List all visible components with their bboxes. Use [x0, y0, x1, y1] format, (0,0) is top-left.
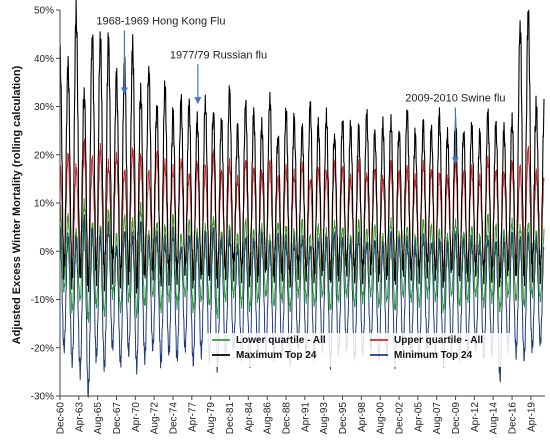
y-tick-label: -10% — [31, 295, 54, 306]
y-tick-label: 30% — [34, 102, 54, 113]
series-layer — [59, 0, 545, 398]
y-tick-label: -30% — [31, 392, 54, 403]
series-line-maximum-top-24 — [59, 0, 545, 294]
x-tick-label: Dec-02 — [395, 402, 406, 435]
annotation-label: 2009-2010 Swine flu — [405, 93, 505, 105]
x-tick-label: Aug-79 — [206, 402, 217, 435]
y-tick-label: -20% — [31, 343, 54, 354]
x-tick-label: Dec-81 — [225, 402, 236, 435]
annotations: 1968-1969 Hong Kong Flu 1977/79 Russian f… — [96, 15, 506, 165]
x-tick-label: Dec-95 — [338, 402, 349, 435]
y-tick-label: 40% — [34, 54, 54, 65]
legend: Lower quartile - All Upper quartile - All… — [205, 333, 510, 367]
series-line-upper-quartile-all — [59, 138, 545, 283]
y-tick-label: 10% — [34, 199, 54, 210]
x-tick-label: Apr-91 — [300, 402, 311, 432]
x-tick-label: Dec-60 — [56, 402, 67, 435]
x-tick-label: Aug-93 — [319, 402, 330, 435]
legend-background — [205, 333, 510, 367]
x-tick-label: Aug-72 — [150, 402, 161, 435]
x-tick-label: Apr-84 — [244, 402, 255, 432]
x-tick-label: Aug-07 — [432, 402, 443, 435]
x-tick-label: Apr-05 — [413, 402, 424, 432]
x-tick-label: Dec-09 — [451, 402, 462, 435]
x-tick-label: Apr-77 — [187, 402, 198, 432]
x-tick-label: Aug-86 — [263, 402, 274, 435]
y-axis-title: Adjusted Excess Winter Mortality (rollin… — [11, 65, 23, 344]
y-tick-label: 0% — [40, 247, 55, 258]
x-tick-label: Apr-63 — [74, 402, 85, 432]
legend-entry: Lower quartile - All — [236, 335, 326, 346]
series-line-lower-quartile-all — [59, 198, 545, 323]
x-tick-label: Dec-88 — [282, 402, 293, 435]
annotation-label: 1968-1969 Hong Kong Flu — [96, 15, 225, 27]
x-tick-label: Aug-00 — [376, 402, 387, 435]
y-tick-label: 20% — [34, 150, 54, 161]
annotation-arrowhead — [451, 157, 459, 165]
x-tick-label: Apr-12 — [470, 402, 481, 432]
legend-entry: Minimum Top 24 — [394, 350, 473, 361]
annotation-arrowhead — [120, 87, 128, 95]
legend-entry: Upper quartile - All — [394, 335, 483, 346]
annotation-label: 1977/79 Russian flu — [170, 49, 267, 61]
series-line-minimum-top-24 — [59, 214, 545, 398]
x-tick-label: Apr-19 — [526, 402, 537, 432]
y-axis-label: Adjusted Excess Winter Mortality (rollin… — [11, 65, 23, 344]
y-tick-label: 50% — [34, 6, 54, 17]
x-tick-label: Apr-70 — [131, 402, 142, 432]
x-tick-label: Apr-98 — [357, 402, 368, 432]
x-tick-label: Dec-16 — [508, 402, 519, 435]
x-tick-label: Dec-74 — [169, 402, 180, 435]
legend-entry: Maximum Top 24 — [236, 350, 317, 361]
x-tick-label: Dec-67 — [112, 402, 123, 435]
annotation-arrowhead — [194, 97, 202, 105]
axes-layer: -30% -20% -10% 0% 10% 20% 30% 40% 50% Dec-60 Apr-6… — [31, 6, 545, 435]
x-tick-label: Aug-65 — [93, 402, 104, 435]
x-tick-label: Aug-14 — [489, 402, 500, 435]
